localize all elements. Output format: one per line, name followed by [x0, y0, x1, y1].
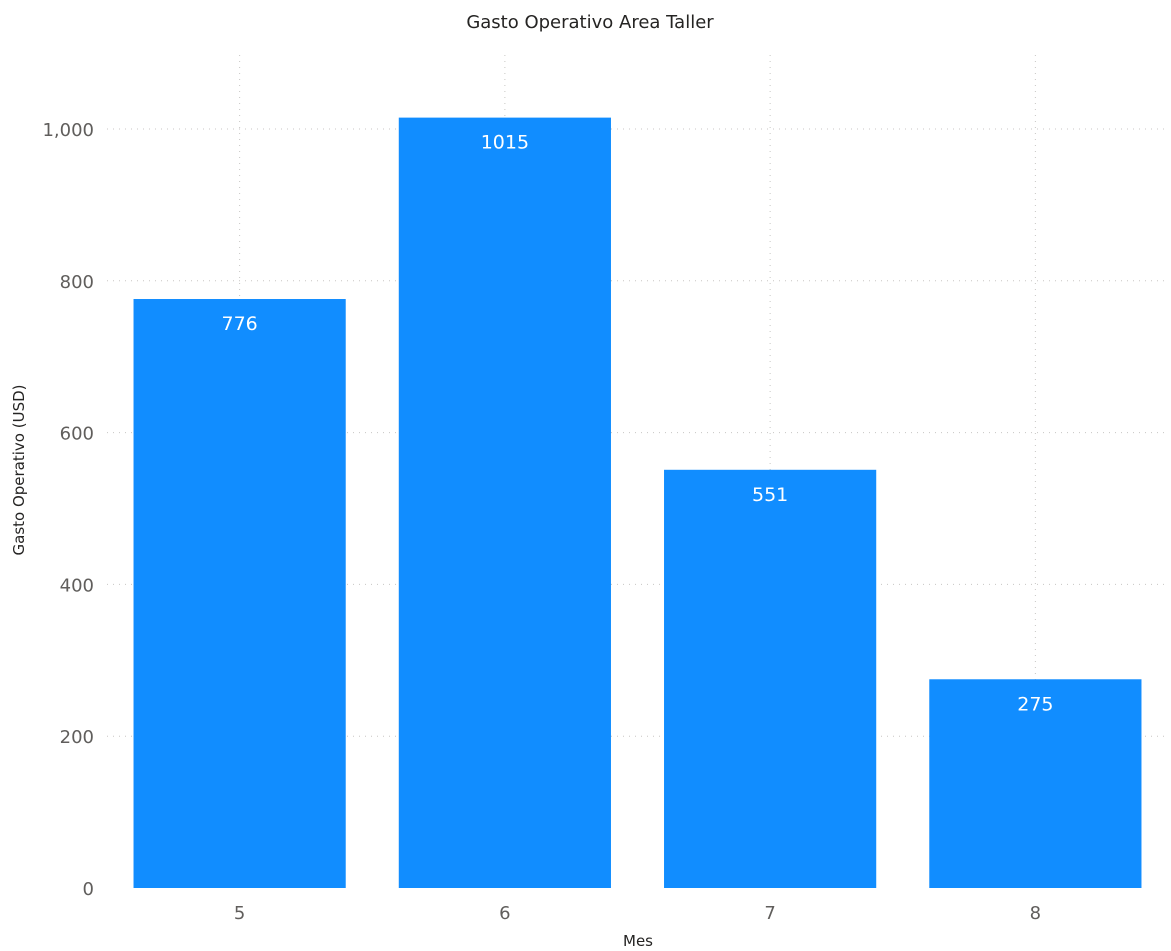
x-tick-label: 6	[499, 903, 510, 924]
y-tick-label: 0	[83, 879, 94, 900]
y-axis-title: Gasto Operativo (USD)	[10, 385, 28, 556]
y-tick-label: 200	[60, 727, 94, 748]
bars: 776 1015 551 275	[133, 117, 1142, 889]
y-axis-ticks: 0 200 400 600 800 1,000	[42, 120, 94, 900]
y-tick-label: 400	[60, 575, 94, 596]
x-tick-label: 5	[234, 903, 245, 924]
y-tick-label: 600	[60, 424, 94, 445]
bar-data-label: 551	[752, 484, 788, 506]
bar-data-label: 776	[221, 313, 257, 335]
bar	[664, 469, 877, 888]
bar	[929, 679, 1142, 888]
chart-title: Gasto Operativo Area Taller	[466, 12, 714, 33]
x-axis-ticks: 5 6 7 8	[234, 903, 1041, 924]
bar-data-label: 275	[1017, 693, 1053, 715]
bar	[398, 117, 611, 889]
y-tick-label: 800	[60, 272, 94, 293]
x-tick-label: 7	[764, 903, 775, 924]
x-axis-title: Mes	[623, 932, 653, 950]
y-tick-label: 1,000	[42, 120, 94, 141]
bar	[133, 299, 346, 888]
bar-data-label: 1015	[481, 132, 529, 154]
x-tick-label: 8	[1030, 903, 1041, 924]
